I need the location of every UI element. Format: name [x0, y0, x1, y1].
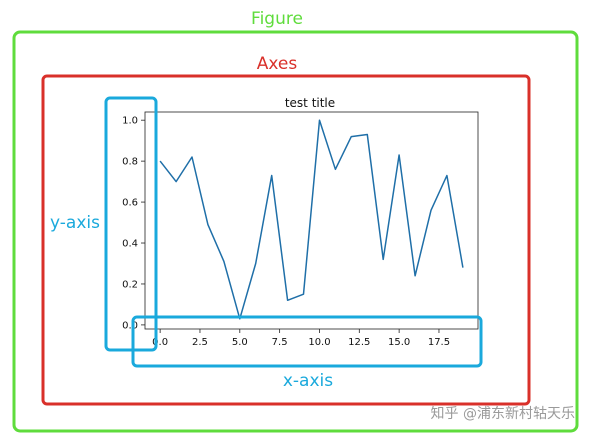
x-tick-label: 0.0: [152, 337, 168, 348]
watermark: 知乎 @浦东新村轱天乐: [431, 405, 575, 422]
y-tick-label: 0.6: [122, 198, 138, 209]
x-tick-label: 2.5: [192, 337, 208, 348]
figure-box: [12, 30, 579, 433]
x-ticks: 0.0 2.5 5.0 7.5 10.0 12.5 15.0 17.5: [152, 329, 450, 348]
y-tick-label: 0.4: [122, 239, 138, 250]
y-tick-label: 0.2: [122, 279, 138, 290]
x-axis-box: [131, 315, 483, 368]
axes-box: [41, 74, 531, 406]
chart-title: test title: [285, 96, 335, 110]
x-tick-label: 15.0: [388, 337, 410, 348]
x-tick-label: 5.0: [232, 337, 248, 348]
x-tick-label: 7.5: [272, 337, 288, 348]
y-axis-label: y-axis: [50, 213, 100, 233]
x-tick-label: 12.5: [348, 337, 370, 348]
y-ticks: 0.0 0.2 0.4 0.6 0.8 1.0: [122, 116, 145, 331]
y-tick-label: 1.0: [122, 116, 138, 127]
x-tick-label: 10.0: [308, 337, 330, 348]
series-line: [159, 119, 464, 320]
plot-area: [144, 111, 479, 330]
y-tick-label: 0.8: [122, 157, 138, 168]
data-series: [159, 119, 464, 320]
y-tick-label: 0.0: [122, 320, 138, 331]
x-axis-label: x-axis: [283, 371, 333, 391]
axes-label: Axes: [257, 54, 298, 74]
figure-label: Figure: [251, 9, 303, 29]
y-axis-box: [104, 96, 158, 352]
x-tick-label: 17.5: [428, 337, 450, 348]
